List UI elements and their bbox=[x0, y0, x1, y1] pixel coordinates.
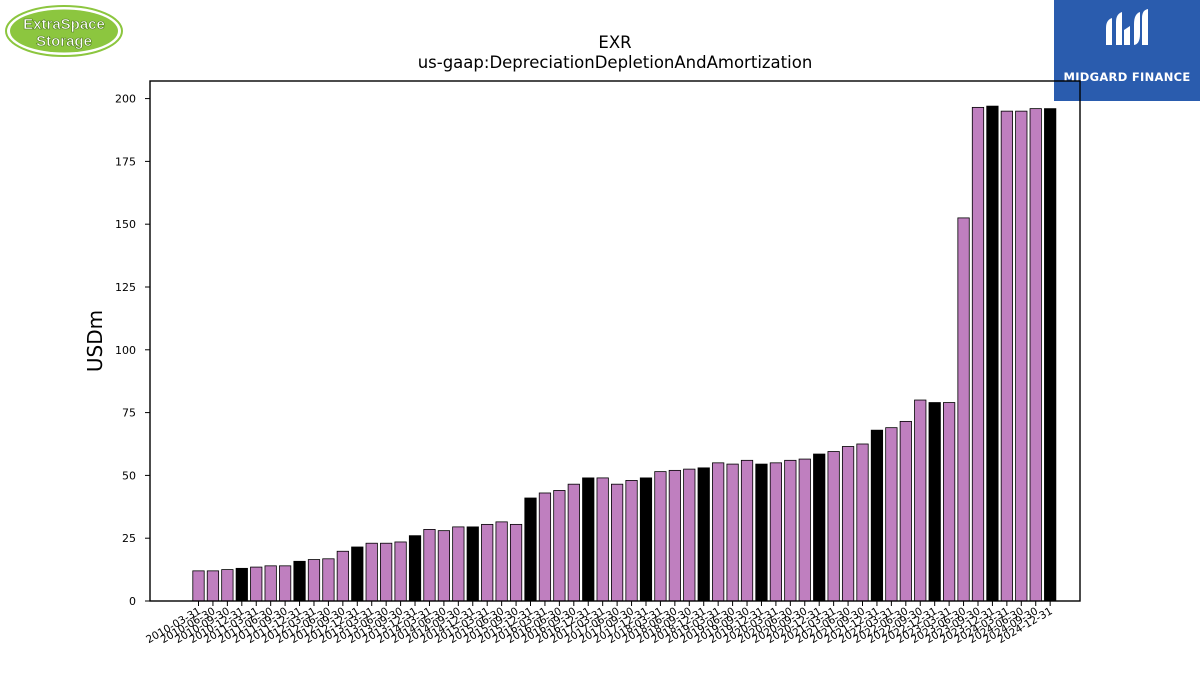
bar-2017-09-30 bbox=[625, 480, 638, 602]
chart-title: EXR bbox=[598, 33, 631, 52]
bar-2017-12-31 bbox=[639, 477, 653, 602]
y-tick-label: 125 bbox=[115, 281, 136, 294]
bar-2023-12-31 bbox=[986, 105, 999, 602]
y-tick-label: 150 bbox=[115, 218, 136, 231]
bar-series bbox=[192, 105, 1057, 602]
chart-subtitle: us-gaap:DepreciationDepletionAndAmortiza… bbox=[418, 53, 813, 72]
bar-2020-06-30 bbox=[784, 459, 797, 602]
bar-2016-06-30 bbox=[553, 490, 566, 602]
bar-2023-03-31 bbox=[943, 402, 956, 602]
bar-2012-06-30 bbox=[322, 558, 335, 602]
bar-2020-09-30 bbox=[798, 458, 811, 602]
bar-2011-06-30 bbox=[264, 565, 277, 602]
bar-2013-03-31 bbox=[365, 542, 378, 602]
bar-2021-09-30 bbox=[856, 443, 869, 602]
bar-2018-06-30 bbox=[668, 469, 681, 602]
bar-2022-03-31 bbox=[885, 427, 898, 602]
bar-2015-12-31 bbox=[524, 497, 537, 602]
midgard-finance-logo: MIDGARD FINANCE bbox=[1054, 0, 1200, 101]
bar-2021-06-30 bbox=[841, 446, 855, 602]
bar-2022-12-31 bbox=[928, 402, 941, 602]
bar-2019-06-30 bbox=[726, 463, 739, 602]
bar-2024-09-30 bbox=[1029, 108, 1042, 602]
bar-2021-03-31 bbox=[827, 451, 840, 602]
logo-left-line2: Storage bbox=[36, 33, 92, 50]
bar-2015-03-31 bbox=[481, 523, 494, 602]
y-tick-label: 50 bbox=[122, 469, 136, 482]
bar-2018-12-31 bbox=[697, 467, 710, 602]
bar-2018-03-31 bbox=[654, 471, 667, 602]
bar-2014-09-30 bbox=[452, 526, 465, 602]
bar-2012-03-31 bbox=[307, 559, 321, 602]
plot-frame bbox=[149, 80, 1081, 602]
y-tick-label: 75 bbox=[122, 407, 136, 420]
bar-2023-06-30 bbox=[957, 217, 970, 602]
bar-2019-03-31 bbox=[712, 462, 725, 602]
y-axis: 0 25 50 75 100 125 150 175 200 bbox=[115, 93, 150, 608]
x-axis: 2010-03-312010-06-302010-09-302010-12-31… bbox=[144, 601, 1055, 646]
bar-2021-12-31 bbox=[870, 429, 884, 602]
bar-2017-03-31 bbox=[596, 477, 609, 602]
bar-2017-06-30 bbox=[611, 483, 624, 602]
bar-2013-12-31 bbox=[408, 535, 422, 602]
bar-2018-09-30 bbox=[683, 468, 696, 602]
bar-2016-03-31 bbox=[538, 492, 552, 602]
midgard-finance-brand-text: MIDGARD FINANCE bbox=[1063, 70, 1191, 84]
bar-2020-12-31 bbox=[813, 453, 826, 602]
bar-2012-12-31 bbox=[351, 546, 364, 602]
bar-2010-12-31 bbox=[235, 567, 248, 602]
bar-2011-12-31 bbox=[293, 560, 306, 602]
bar-2010-03-31 bbox=[192, 570, 205, 602]
bar-2016-09-30 bbox=[567, 483, 580, 602]
bar-2013-06-30 bbox=[380, 542, 393, 602]
y-axis-label: USDm bbox=[83, 310, 107, 372]
bar-2024-12-31 bbox=[1044, 108, 1057, 602]
bar-2020-03-31 bbox=[769, 462, 783, 602]
y-tick-label: 25 bbox=[122, 532, 136, 545]
bar-2013-09-30 bbox=[394, 541, 407, 602]
bar-2019-09-30 bbox=[740, 459, 754, 602]
bar-2014-12-31 bbox=[466, 526, 479, 602]
bar-2014-03-31 bbox=[423, 529, 436, 602]
y-tick-label: 200 bbox=[115, 93, 136, 106]
bar-2022-06-30 bbox=[899, 420, 912, 602]
bar-2023-09-30 bbox=[971, 106, 985, 602]
bar-2015-09-30 bbox=[509, 523, 523, 602]
bar-2010-06-30 bbox=[206, 570, 220, 602]
extraspace-storage-logo: ExtraSpace Storage bbox=[5, 5, 123, 57]
bar-2024-03-31 bbox=[1000, 110, 1013, 602]
bar-2011-03-31 bbox=[250, 566, 263, 602]
bar-2024-06-30 bbox=[1015, 110, 1028, 602]
bar-2016-12-31 bbox=[582, 477, 595, 602]
y-tick-label: 100 bbox=[115, 344, 136, 357]
midgard-emblem-icon bbox=[1106, 9, 1148, 45]
bar-2011-09-30 bbox=[279, 565, 292, 602]
bar-2019-12-31 bbox=[755, 463, 768, 602]
bar-2014-06-30 bbox=[437, 530, 450, 602]
y-tick-label: 175 bbox=[115, 155, 136, 168]
y-tick-label: 0 bbox=[129, 595, 136, 608]
bar-2022-09-30 bbox=[914, 399, 927, 602]
bar-2015-06-30 bbox=[495, 521, 508, 602]
bar-2010-09-30 bbox=[221, 569, 234, 602]
bar-2012-09-30 bbox=[336, 550, 349, 602]
logo-left-line1: ExtraSpace bbox=[23, 16, 105, 33]
